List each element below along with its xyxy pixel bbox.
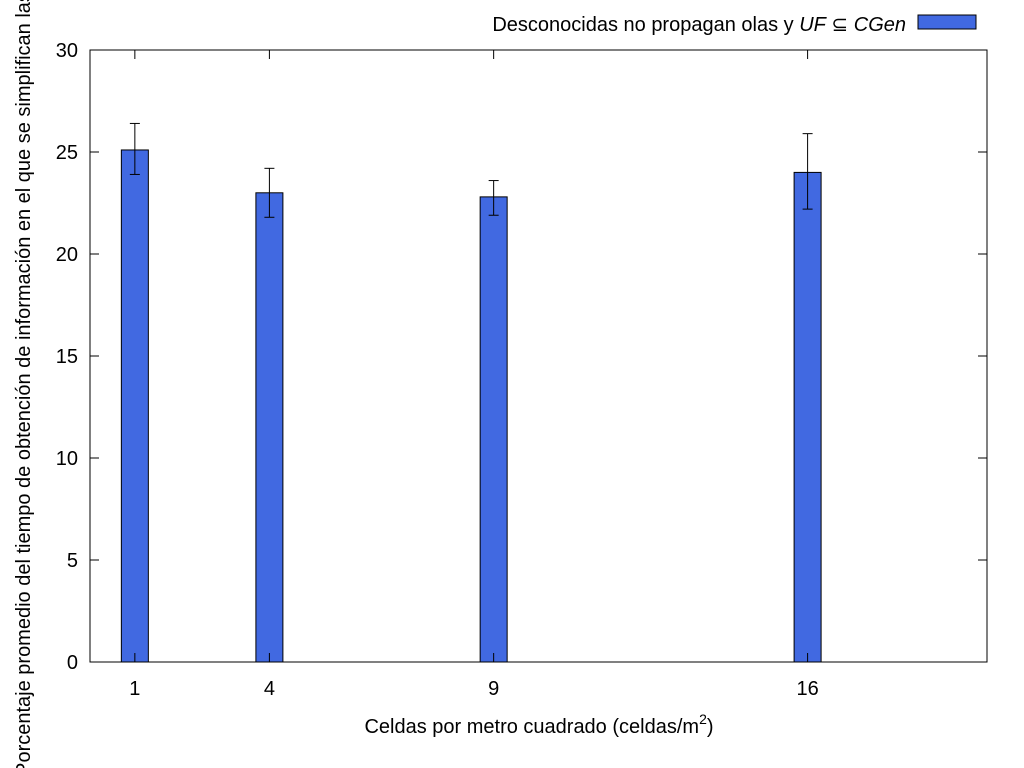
x-tick-label: 9 — [488, 678, 499, 700]
plot-frame — [89, 49, 988, 663]
y-axis-label: Porcentaje promedio del tiempo de obtenc… — [13, 0, 35, 768]
legend-label: Desconocidas no propagan olas y UF ⊆ CGe… — [492, 14, 906, 36]
x-tick-label: 1 — [129, 678, 140, 700]
bar — [479, 196, 508, 663]
y-axis: 0 5 10 15 20 25 30 — [56, 40, 987, 674]
plot-area — [89, 49, 988, 663]
x-tick-label: 4 — [264, 678, 275, 700]
bar-series — [120, 149, 822, 663]
x-tick-label: 16 — [796, 678, 818, 700]
bar — [793, 171, 822, 663]
y-tick-label: 15 — [56, 346, 78, 368]
y-tick-label: 30 — [56, 40, 78, 62]
x-axis-label: Celdas por metro cuadrado (celdas/m2) — [364, 711, 713, 738]
y-tick-label: 10 — [56, 448, 78, 470]
y-tick-label: 20 — [56, 244, 78, 266]
x-axis: 1 4 9 16 — [129, 50, 819, 700]
bar — [120, 149, 149, 663]
legend: Desconocidas no propagan olas y UF ⊆ CGe… — [492, 14, 977, 36]
y-tick-label: 25 — [56, 142, 78, 164]
y-tick-label: 0 — [67, 652, 78, 674]
legend-swatch — [917, 14, 977, 30]
bar — [255, 192, 284, 663]
error-bars — [129, 122, 813, 218]
y-tick-label: 5 — [67, 550, 78, 572]
